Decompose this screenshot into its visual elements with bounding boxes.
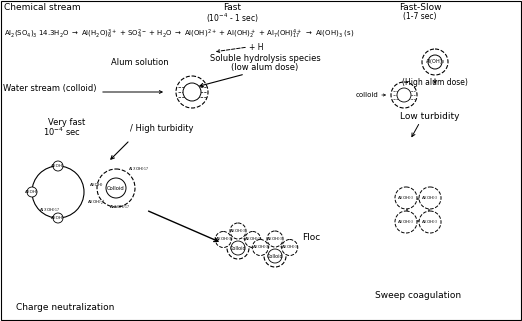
Circle shape (419, 187, 441, 209)
Circle shape (176, 76, 208, 108)
Text: Colloid: Colloid (107, 186, 125, 190)
Text: Sweep coagulation: Sweep coagulation (375, 291, 461, 299)
Text: Colloid: Colloid (267, 254, 283, 258)
Text: Colloid: Colloid (183, 90, 201, 94)
Text: (10$^{-4}$ - 1 sec): (10$^{-4}$ - 1 sec) (206, 12, 258, 25)
Text: Al(OH): Al(OH) (25, 190, 39, 194)
Text: Water stream (colloid): Water stream (colloid) (3, 84, 97, 93)
Text: Al(OH)$_3$: Al(OH)$_3$ (421, 194, 438, 202)
Circle shape (422, 49, 448, 75)
Circle shape (183, 83, 201, 101)
Circle shape (53, 161, 63, 171)
Circle shape (391, 82, 417, 108)
Text: Al(OH)$_3$: Al(OH)$_3$ (421, 218, 438, 226)
Circle shape (97, 169, 135, 207)
Circle shape (252, 239, 268, 256)
Circle shape (106, 178, 126, 198)
Circle shape (268, 249, 282, 263)
Text: Floc: Floc (302, 233, 321, 242)
Text: Al(OH)$_3$: Al(OH)$_3$ (244, 236, 262, 243)
Text: Al(OH)$_3$: Al(OH)$_3$ (266, 235, 283, 243)
Circle shape (230, 223, 246, 239)
Text: Al$_7$(OH)$_{17}$: Al$_7$(OH)$_{17}$ (110, 203, 130, 211)
Text: Al$_7$(OH)$_{17}$: Al$_7$(OH)$_{17}$ (40, 206, 61, 214)
Text: Chemical stream: Chemical stream (4, 3, 80, 12)
Text: Soluble hydrolysis species: Soluble hydrolysis species (210, 54, 321, 63)
Circle shape (395, 187, 417, 209)
Text: Al(OH): Al(OH) (51, 164, 65, 168)
Circle shape (27, 187, 37, 197)
Text: Al(OH)$_3$: Al(OH)$_3$ (425, 57, 445, 66)
Text: (1-7 sec): (1-7 sec) (404, 12, 437, 21)
Circle shape (264, 245, 286, 267)
Text: Colloid: Colloid (230, 246, 246, 250)
Text: + H: + H (249, 42, 264, 51)
Text: Fast: Fast (223, 3, 241, 12)
Text: Al(OH)$_3$: Al(OH)$_3$ (397, 194, 414, 202)
Text: Al(OH): Al(OH) (90, 183, 104, 187)
Text: (High alum dose): (High alum dose) (402, 78, 468, 87)
Circle shape (231, 241, 245, 255)
Text: Alum solution: Alum solution (111, 58, 169, 67)
Circle shape (215, 231, 231, 247)
Circle shape (282, 239, 298, 256)
Circle shape (419, 211, 441, 233)
Text: Al(OH)$_2^+$: Al(OH)$_2^+$ (87, 198, 105, 207)
Text: Al$_7$(OH)$_{17}$: Al$_7$(OH)$_{17}$ (128, 165, 149, 173)
Text: Al(OH)$_3$: Al(OH)$_3$ (252, 244, 269, 251)
Text: Al(OH): Al(OH) (51, 216, 65, 220)
Text: 10$^{-4}$ sec: 10$^{-4}$ sec (43, 126, 81, 138)
Text: Al(OH)$_3$: Al(OH)$_3$ (215, 236, 232, 243)
Circle shape (32, 166, 84, 218)
Text: Low turbidity: Low turbidity (400, 112, 460, 121)
Circle shape (245, 231, 260, 247)
Text: Al$_2$(SO$_4$)$_3$ 14.3H$_2$O $\rightarrow$ Al(H$_2$O)$_6^{3+}$ + SO$_4^{2-}$ + : Al$_2$(SO$_4$)$_3$ 14.3H$_2$O $\rightarr… (4, 28, 354, 41)
Circle shape (267, 231, 283, 247)
Text: Very fast: Very fast (48, 118, 85, 127)
Text: Al(OH)$_3$: Al(OH)$_3$ (397, 218, 414, 226)
Text: Charge neutralization: Charge neutralization (16, 303, 114, 313)
Text: (low alum dose): (low alum dose) (231, 63, 299, 72)
Circle shape (227, 237, 249, 259)
Circle shape (395, 211, 417, 233)
Text: colloid: colloid (355, 92, 378, 98)
Circle shape (397, 88, 411, 102)
Circle shape (407, 199, 429, 221)
Text: Al(OH)$_3$: Al(OH)$_3$ (281, 244, 298, 251)
Text: / High turbidity: / High turbidity (130, 124, 194, 133)
Text: Al(OH)$_3$: Al(OH)$_3$ (229, 227, 246, 235)
Circle shape (53, 213, 63, 223)
Circle shape (428, 55, 442, 69)
Text: Fast-Slow: Fast-Slow (399, 3, 441, 12)
